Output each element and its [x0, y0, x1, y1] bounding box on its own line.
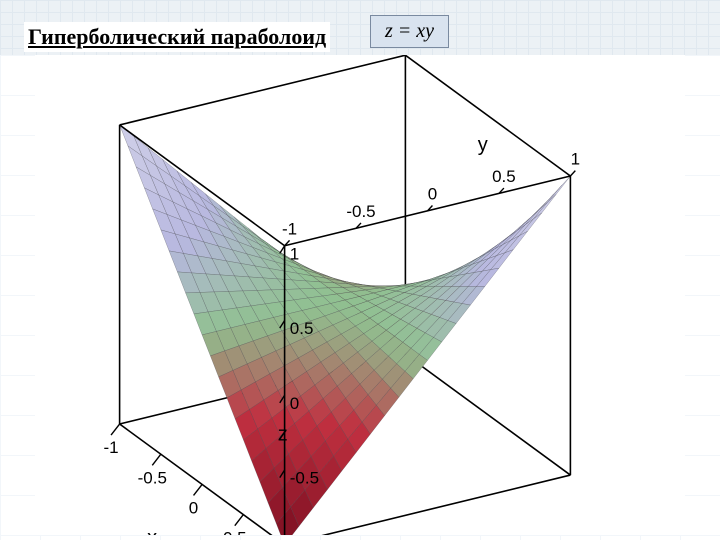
- svg-text:-0.5: -0.5: [290, 469, 319, 488]
- svg-text:0: 0: [290, 394, 299, 413]
- svg-text:-0.5: -0.5: [346, 202, 375, 221]
- svg-text:-0.5: -0.5: [138, 468, 167, 487]
- page-title: Гиперболический параболоид: [24, 22, 330, 52]
- svg-text:1: 1: [290, 244, 299, 263]
- svg-text:0.5: 0.5: [290, 319, 314, 338]
- svg-text:0.5: 0.5: [223, 529, 247, 535]
- svg-text:-1: -1: [282, 219, 297, 238]
- svg-text:y: y: [478, 134, 488, 156]
- svg-text:-1: -1: [103, 438, 118, 457]
- svg-text:0: 0: [189, 498, 198, 517]
- svg-text:0: 0: [428, 184, 437, 203]
- svg-text:0.5: 0.5: [492, 167, 516, 186]
- svg-text:x: x: [147, 527, 157, 535]
- svg-text:1: 1: [571, 150, 580, 169]
- hyperbolic-paraboloid-plot: -1-0.500.51-1-0.500.51-1-0.500.51xyz: [35, 55, 685, 535]
- svg-text:z: z: [278, 424, 288, 446]
- equation-box: z = xy: [370, 15, 449, 48]
